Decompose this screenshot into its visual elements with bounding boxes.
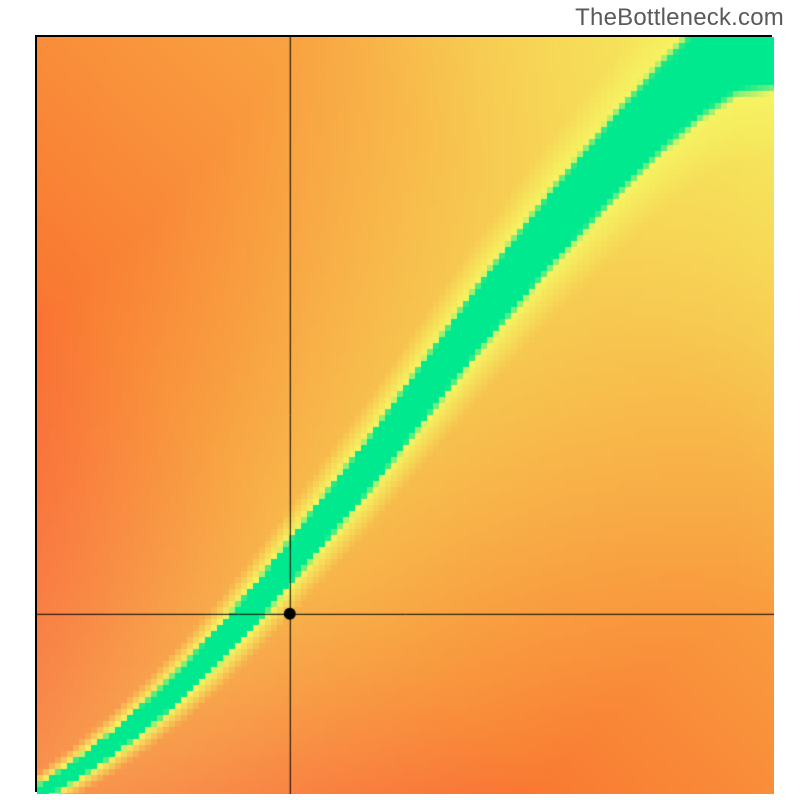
chart-container: { "watermark": { "text": "TheBottleneck.… bbox=[0, 0, 800, 800]
crosshair-overlay bbox=[37, 37, 774, 794]
heatmap-chart bbox=[35, 35, 772, 792]
watermark-text: TheBottleneck.com bbox=[575, 4, 784, 32]
